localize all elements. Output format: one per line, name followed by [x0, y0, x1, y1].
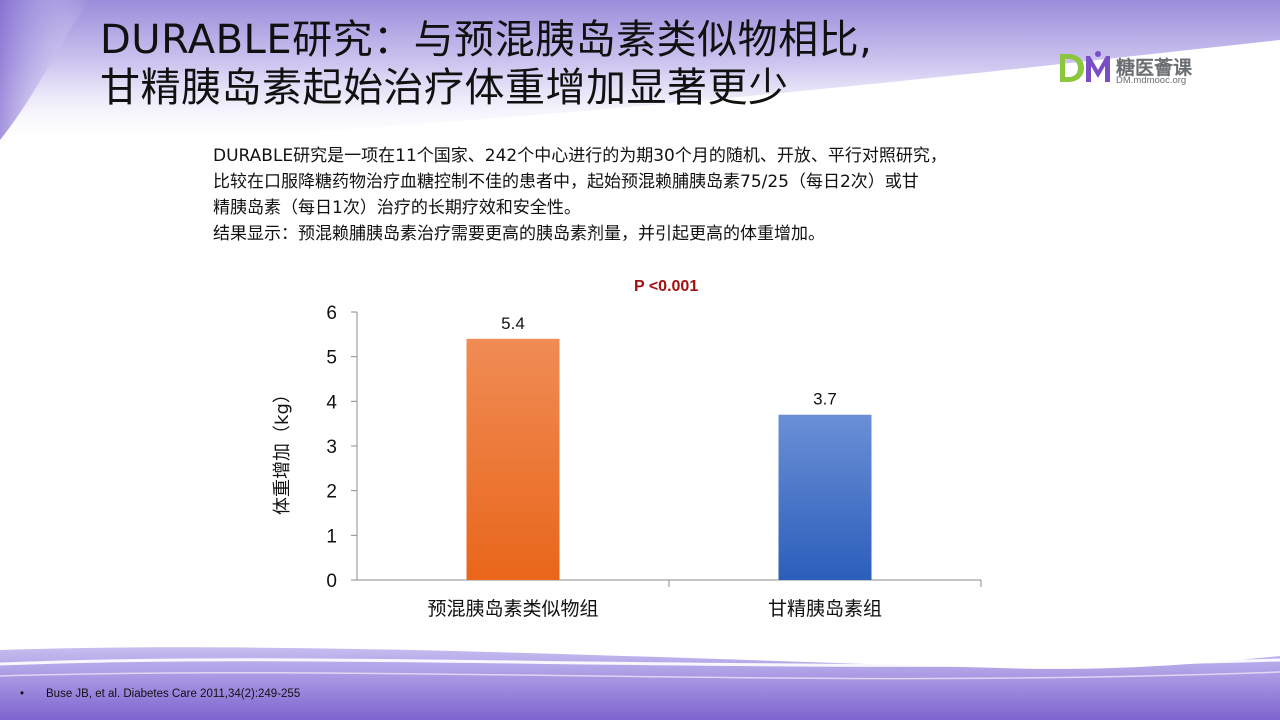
title-line-2: 甘精胰岛素起始治疗体重增加显著更少 — [100, 65, 789, 111]
slide-title: DURABLE研究：与预混胰岛素类似物相比, 甘精胰岛素起始治疗体重增加显著更少 — [100, 16, 1000, 112]
y-tick-label: 2 — [326, 482, 337, 503]
intro-line-2: 比较在口服降糖药物治疗血糖控制不佳的患者中，起始预混赖脯胰岛素75/25（每日2… — [213, 172, 919, 192]
brand-logo: 糖医薈课 DM.mdmooc.org — [1056, 50, 1196, 90]
y-tick-label: 0 — [326, 571, 337, 592]
x-category-label: 预混胰岛素类似物组 — [427, 598, 598, 620]
y-tick-label: 3 — [326, 437, 337, 458]
intro-line-4: 结果显示：预混赖脯胰岛素治疗需要更高的胰岛素剂量，并引起更高的体重增加。 — [213, 224, 825, 244]
bar-data-label: 3.7 — [813, 390, 837, 409]
y-tick-label: 5 — [326, 348, 337, 369]
intro-line-3: 精胰岛素（每日1次）治疗的长期疗效和安全性。 — [213, 198, 581, 218]
reference-text: Buse JB, et al. Diabetes Care 2011,34(2)… — [46, 688, 301, 700]
x-category-label: 甘精胰岛素组 — [768, 598, 882, 620]
study-description: DURABLE研究是一项在11个国家、242个中心进行的为期30个月的随机、开放… — [213, 143, 1093, 247]
logo-name: 糖医薈课 — [1116, 57, 1193, 79]
title-line-1: DURABLE研究：与预混胰岛素类似物相比, — [100, 17, 873, 63]
bar-2 — [778, 414, 872, 580]
p-value-annotation: P <0.001 — [634, 278, 699, 295]
dm-logo-mark-icon — [1060, 51, 1110, 82]
y-tick-label: 4 — [326, 392, 337, 413]
y-axis-title: 体重增加（kg） — [272, 385, 293, 515]
y-tick-label: 1 — [326, 526, 337, 547]
logo-url: DM.mdmooc.org — [1116, 75, 1187, 86]
y-tick-label: 6 — [326, 303, 337, 324]
reference-bullet: • — [20, 688, 25, 700]
bar-data-label: 5.4 — [501, 314, 525, 333]
intro-line-1: DURABLE研究是一项在11个国家、242个中心进行的为期30个月的随机、开放… — [213, 146, 947, 166]
bar-1 — [466, 338, 560, 580]
